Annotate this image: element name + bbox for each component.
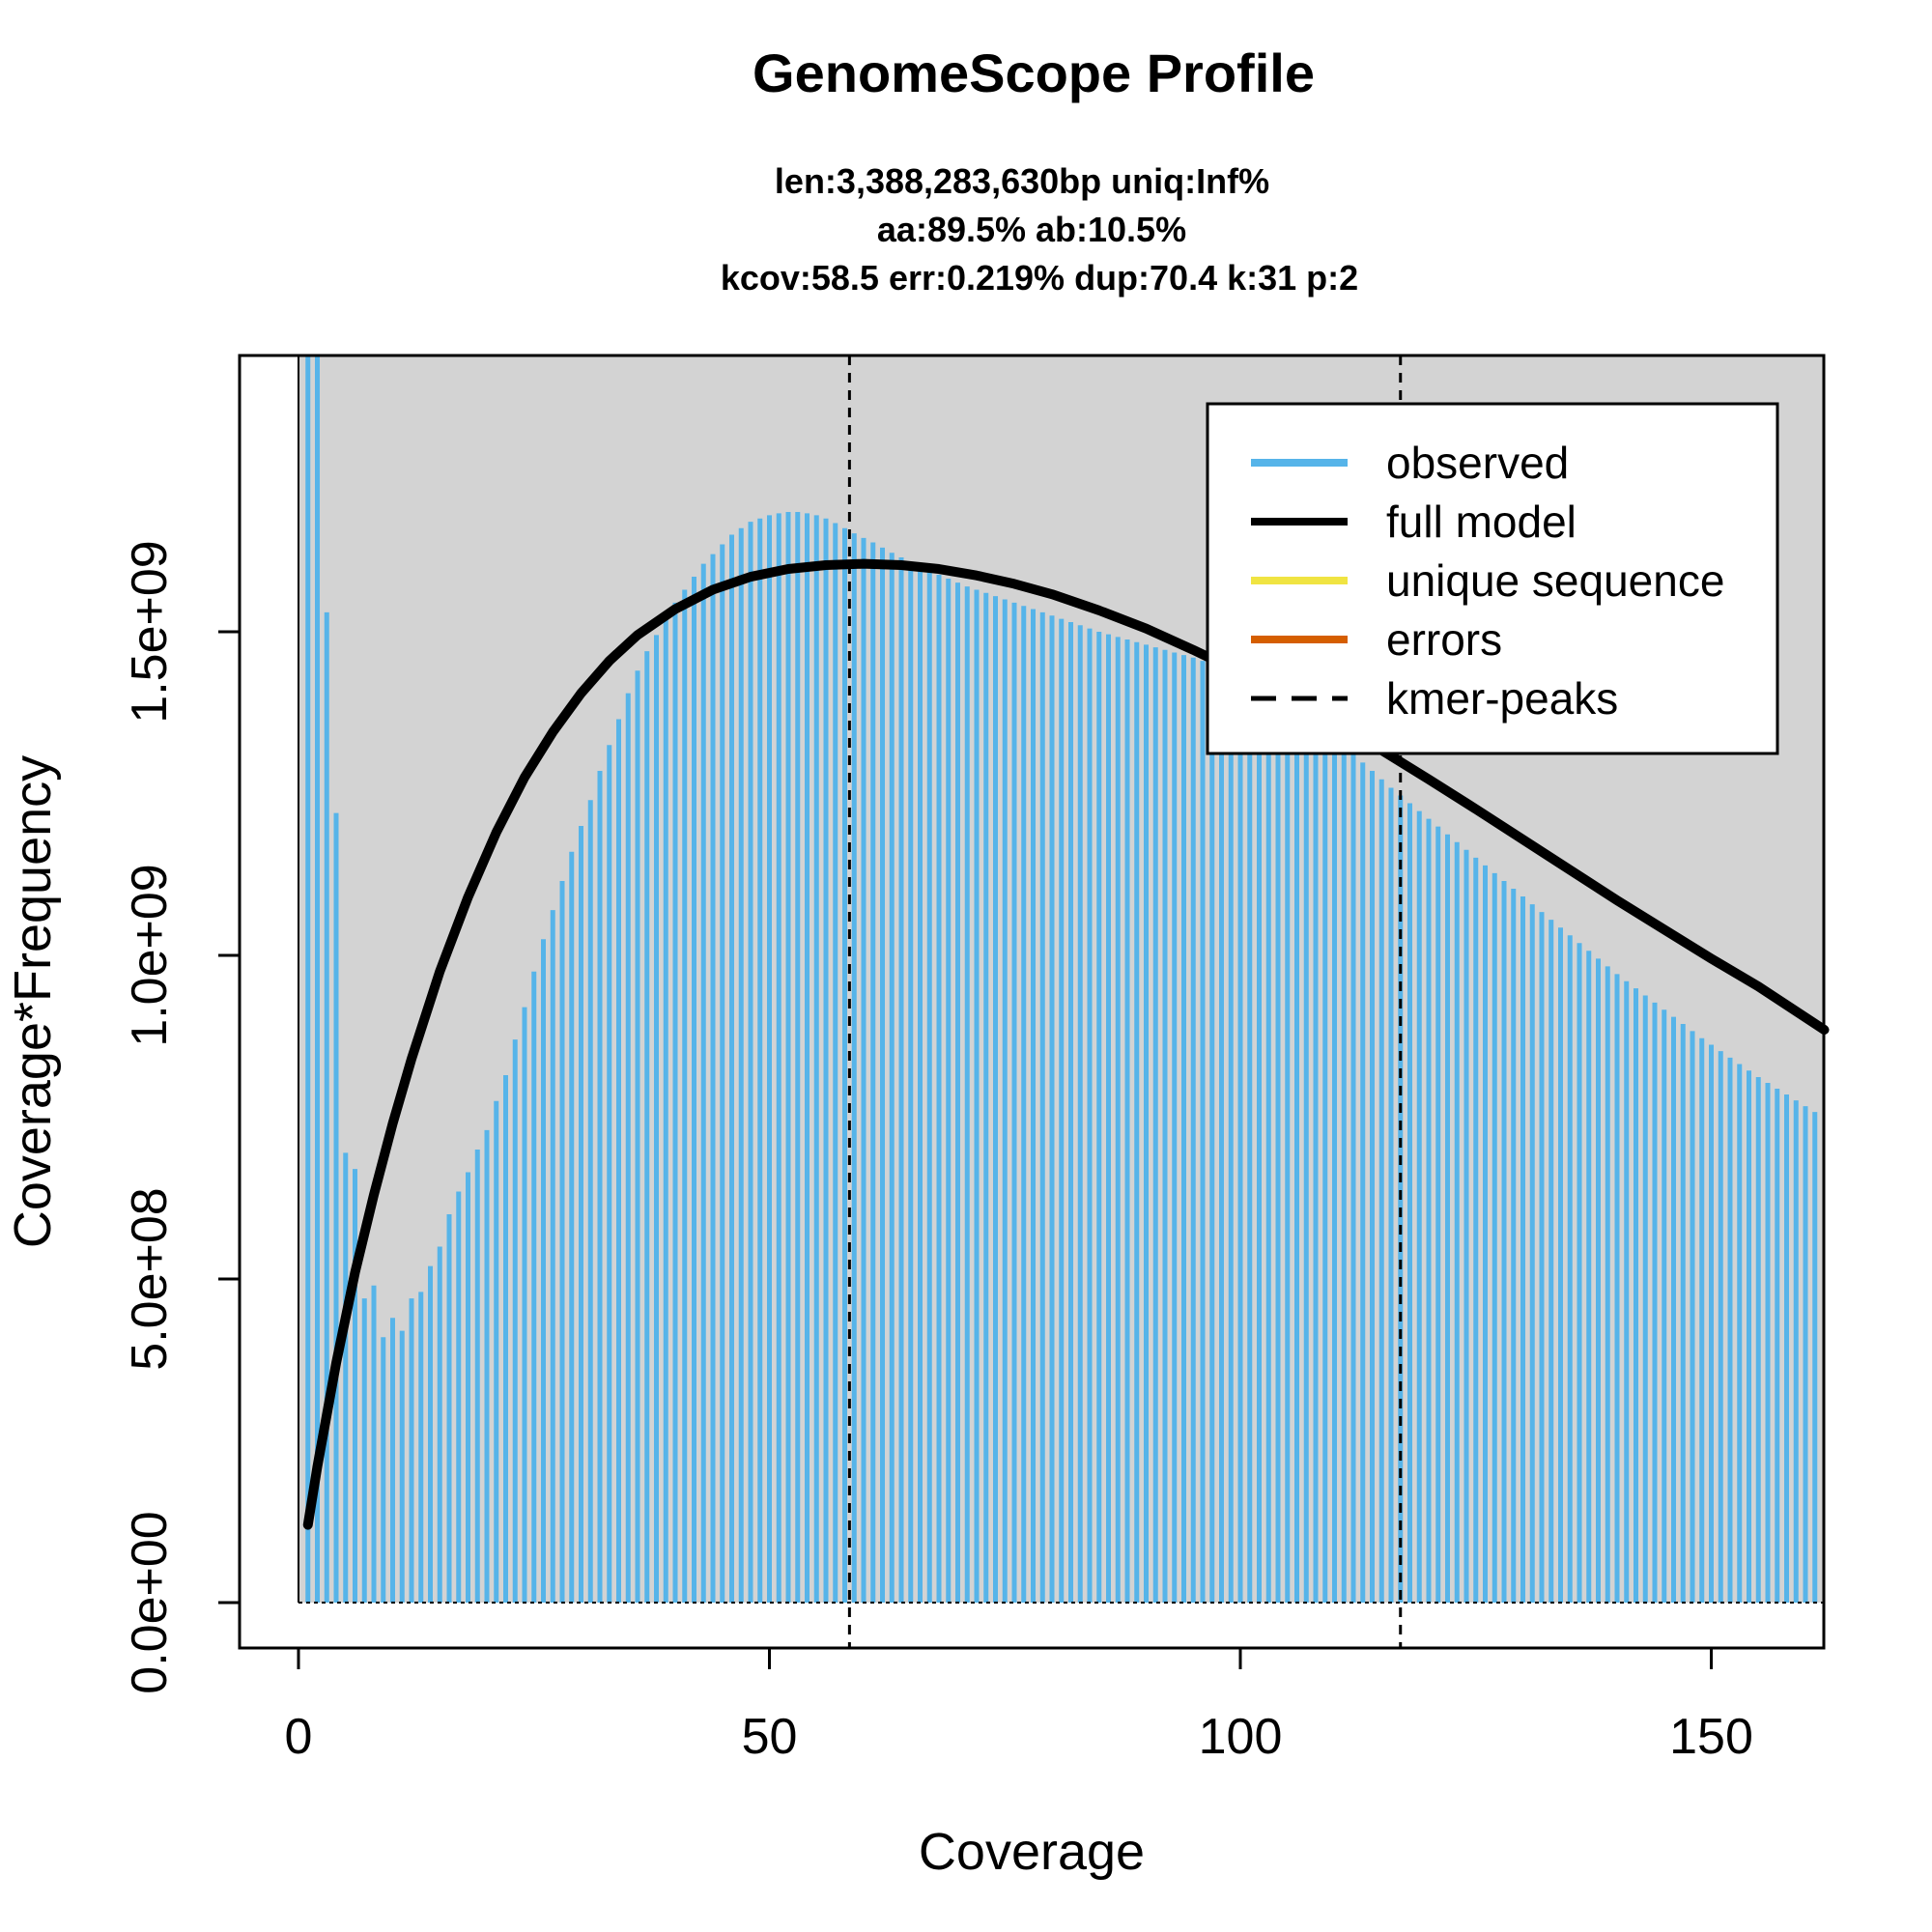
y-tick-label: 1.5e+09 [122,540,178,723]
x-tick-label: 50 [742,1709,798,1765]
x-axis-label: Coverage [919,1823,1145,1881]
y-tick-label: 1.0e+09 [122,864,178,1046]
observed-bars [305,355,1818,1603]
x-axis: 0 50 100 150 [285,1646,1753,1765]
legend-label: unique sequence [1386,555,1724,606]
legend-label: observed [1386,438,1569,488]
x-tick-label: 0 [285,1709,313,1765]
chart-subtitle-line-3: kcov:58.5 err:0.219% dup:70.4 k:31 p:2 [721,258,1358,298]
y-axis: 0.0e+00 5.0e+08 1.0e+09 1.5e+09 [122,540,242,1694]
x-tick-label: 150 [1669,1709,1753,1765]
y-tick-label: 5.0e+08 [122,1187,178,1370]
y-axis-label: Coverage*Frequency [4,755,62,1248]
x-tick-label: 100 [1199,1709,1283,1765]
chart-subtitle-line-2: aa:89.5% ab:10.5% [877,210,1186,249]
chart-title: GenomeScope Profile [753,43,1315,103]
full-model-curve [302,558,1830,1530]
chart-subtitle-line-1: len:3,388,283,630bp uniq:Inf% [775,161,1269,201]
legend: observed full model unique sequence errors k… [1206,402,1779,755]
legend-label: kmer-peaks [1386,673,1618,724]
legend-label: full model [1386,497,1577,547]
legend-label: errors [1386,614,1502,665]
y-tick-label: 0.0e+00 [122,1511,178,1693]
